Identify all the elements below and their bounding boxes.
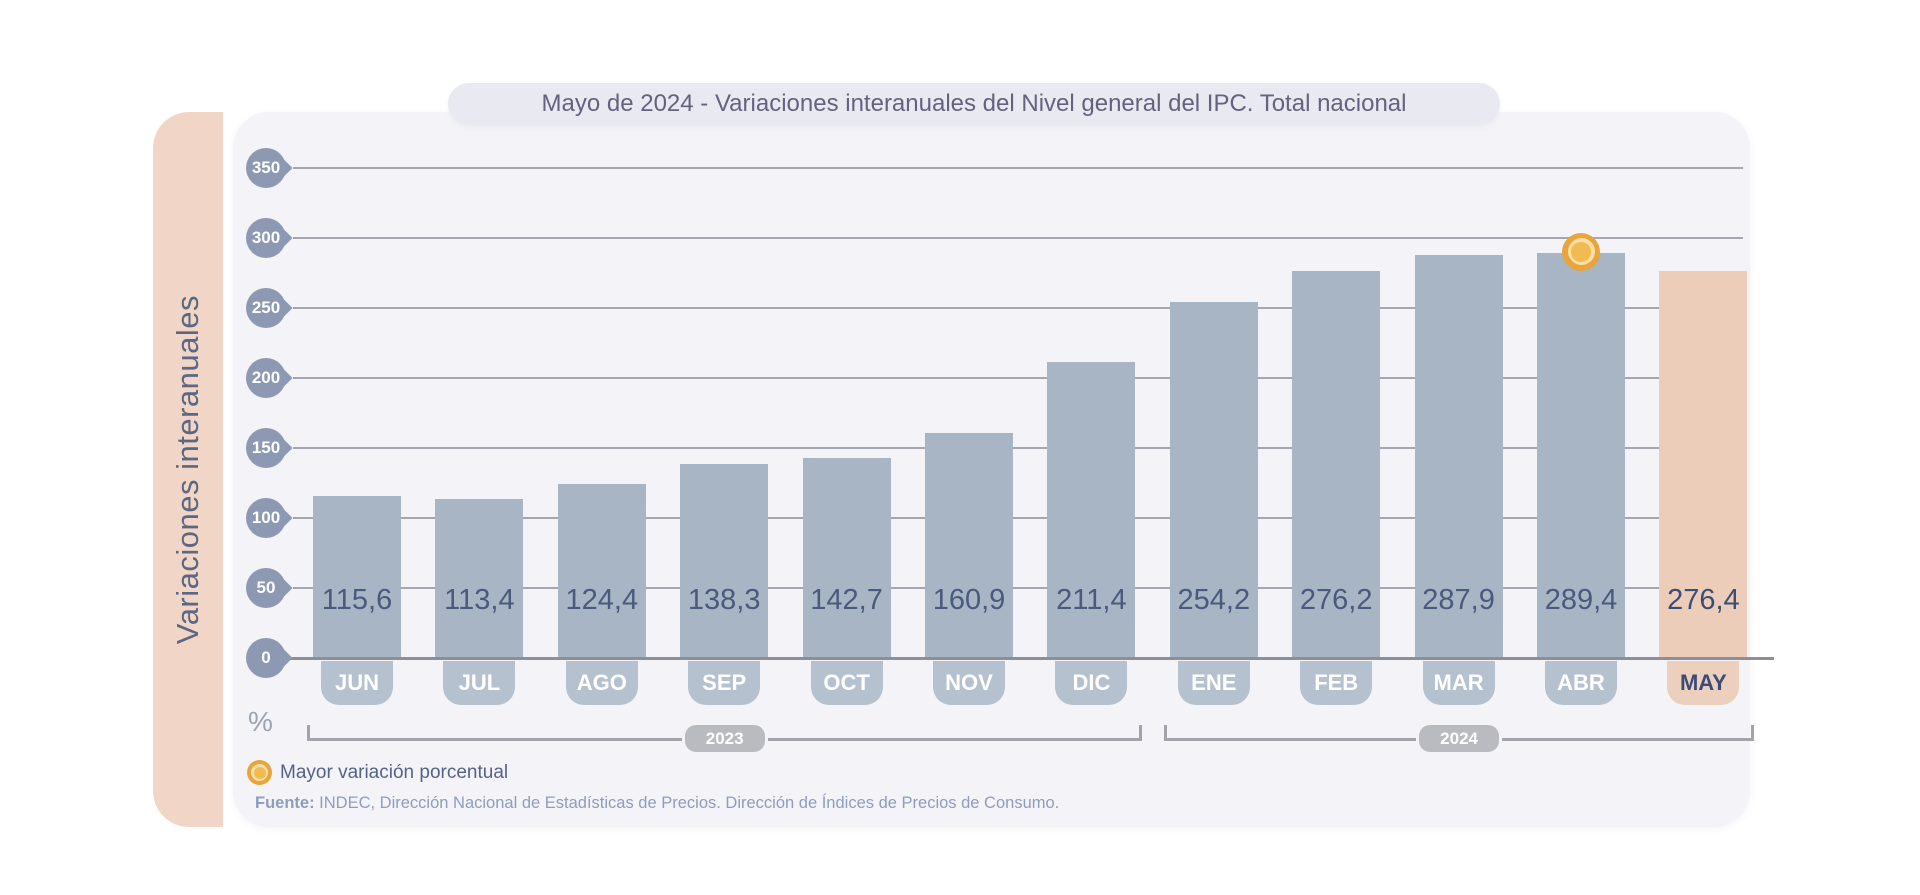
bar-value-abr: 289,4 — [1544, 584, 1618, 616]
bar-ene — [1169, 302, 1258, 660]
badge-tail — [275, 439, 293, 457]
x-axis-line — [290, 656, 1774, 660]
month-label-mar: MAR — [1422, 661, 1495, 705]
y-tick-badge-300: 300 — [246, 218, 293, 258]
bar-value-jul: 113,4 — [444, 584, 515, 616]
badge-tail — [275, 299, 293, 317]
y-tick-badge-100: 100 — [246, 498, 293, 538]
month-label-oct: OCT — [810, 661, 883, 705]
y-tick-badge-250: 250 — [246, 288, 293, 328]
bar-value-ago: 124,4 — [565, 584, 639, 616]
bar-value-oct: 142,7 — [810, 584, 883, 616]
unit-percent-label: % — [248, 706, 273, 737]
y-tick-badge-0: 0 — [246, 638, 293, 678]
badge-tail — [275, 159, 293, 177]
month-label-sep: SEP — [688, 661, 761, 705]
gridline-200 — [293, 377, 1743, 379]
bar-value-feb: 276,2 — [1299, 584, 1373, 616]
y-tick-badge-50: 50 — [246, 568, 293, 608]
bar-ago — [557, 483, 646, 660]
gridline-250 — [293, 307, 1743, 309]
bar-value-jun: 115,6 — [321, 584, 393, 616]
bar-dic — [1047, 362, 1136, 660]
bar-value-nov: 160,9 — [932, 584, 1006, 616]
year-label-2024: 2024 — [1416, 722, 1503, 755]
month-label-jun: JUN — [321, 661, 393, 705]
gridline-50 — [293, 587, 1743, 589]
bar-value-sep: 138,3 — [687, 584, 761, 616]
month-label-dic: DIC — [1055, 661, 1128, 705]
bar-oct — [802, 458, 891, 660]
marker-core — [253, 766, 266, 779]
bar-jun — [313, 496, 401, 660]
month-label-feb: FEB — [1300, 661, 1373, 705]
bar-jul — [435, 499, 524, 660]
month-label-ago: AGO — [565, 661, 638, 705]
y-tick-badge-200: 200 — [246, 358, 293, 398]
badge-tail — [275, 579, 293, 597]
month-label-jul: JUL — [443, 661, 516, 705]
legend: Mayor variación porcentual — [247, 760, 508, 785]
bar-value-dic: 211,4 — [1056, 584, 1127, 616]
max-variation-marker — [1562, 232, 1600, 271]
source-note: Fuente: INDEC, Dirección Nacional de Est… — [255, 794, 1059, 813]
bar-value-may: 276,4 — [1667, 584, 1740, 616]
y-axis-title-strip: Variaciones interanuales — [153, 112, 223, 827]
marker-rim — [251, 764, 268, 781]
legend-label: Mayor variación porcentual — [280, 761, 509, 783]
bar-value-mar: 287,9 — [1422, 584, 1495, 616]
source-text: INDEC, Dirección Nacional de Estadística… — [314, 794, 1060, 812]
month-label-may: MAY — [1667, 661, 1740, 705]
gridline-300 — [293, 237, 1743, 239]
year-label-2023: 2023 — [681, 722, 768, 755]
bar-nov — [925, 432, 1013, 660]
marker-rim — [1567, 238, 1595, 266]
y-tick-badge-150: 150 — [246, 428, 293, 468]
gridline-150 — [293, 447, 1743, 449]
source-label: Fuente: — [255, 794, 315, 812]
month-label-abr: ABR — [1545, 661, 1617, 705]
month-label-nov: NOV — [933, 661, 1005, 705]
badge-tail — [275, 649, 293, 667]
y-tick-badge-350: 350 — [246, 148, 293, 188]
chart-title: Mayo de 2024 - Variaciones interanuales … — [541, 90, 1407, 117]
gridline-350 — [293, 167, 1743, 169]
badge-tail — [275, 229, 293, 247]
gridline-100 — [293, 517, 1743, 519]
bar-mar — [1414, 254, 1503, 660]
bar-sep — [680, 464, 769, 660]
badge-tail — [275, 509, 293, 527]
bar-abr — [1537, 252, 1625, 660]
chart-title-pill: Mayo de 2024 - Variaciones interanuales … — [448, 83, 1500, 125]
badge-tail — [275, 369, 293, 387]
bar-value-ene: 254,2 — [1177, 584, 1251, 616]
max-variation-marker-icon — [247, 760, 272, 785]
month-label-ene: ENE — [1177, 661, 1250, 705]
bar-may — [1659, 271, 1748, 660]
marker-core — [1571, 241, 1591, 262]
bar-feb — [1292, 271, 1381, 660]
